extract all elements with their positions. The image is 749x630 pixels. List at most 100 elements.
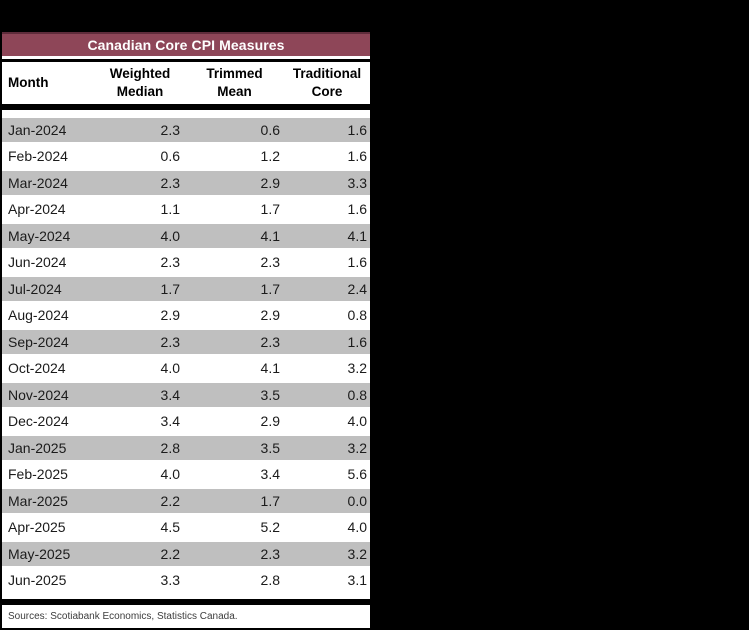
column-header-weighted-median: Weighted Median	[95, 62, 185, 104]
traditional-core-cell: 1.6	[347, 254, 367, 271]
weighted-median-cell: 1.7	[160, 280, 180, 297]
table-row: Apr-2025 4.5 5.2 4.0	[2, 515, 370, 542]
header-line: Traditional	[292, 66, 362, 81]
table-title: Canadian Core CPI Measures	[87, 37, 285, 53]
month-cell: Apr-2024	[8, 201, 66, 218]
weighted-median-cell: 4.5	[160, 519, 180, 536]
weighted-median-cell: 3.3	[160, 572, 180, 589]
traditional-core-cell: 1.6	[347, 121, 367, 138]
title-divider-rule	[2, 59, 370, 62]
trimmed-mean-cell: 3.5	[260, 386, 280, 403]
weighted-median-cell: 2.2	[160, 545, 180, 562]
footer-divider-rule	[2, 599, 370, 605]
month-cell: Oct-2024	[8, 360, 66, 377]
weighted-median-cell: 4.0	[160, 227, 180, 244]
month-cell: Jun-2024	[8, 254, 67, 271]
month-cell: Feb-2024	[8, 148, 68, 165]
table-header: Month Weighted Median Trimmed Mean Tradi…	[2, 62, 370, 104]
header-line: Weighted	[109, 66, 171, 81]
month-cell: Jan-2025	[8, 439, 67, 456]
table-row: May-2025 2.2 2.3 3.2	[2, 542, 370, 569]
weighted-median-cell: 3.4	[160, 413, 180, 430]
header-line: Core	[311, 84, 343, 99]
trimmed-mean-cell: 2.3	[260, 545, 280, 562]
traditional-core-cell: 0.8	[347, 307, 367, 324]
traditional-core-cell: 3.2	[347, 360, 367, 377]
table-row: Jan-2024 2.3 0.6 1.6	[2, 118, 370, 145]
table-title-bar: Canadian Core CPI Measures	[2, 32, 370, 56]
trimmed-mean-cell: 1.7	[260, 492, 280, 509]
header-divider-rule	[2, 104, 370, 110]
weighted-median-cell: 2.8	[160, 439, 180, 456]
weighted-median-cell: 4.0	[160, 360, 180, 377]
weighted-median-cell: 1.1	[160, 201, 180, 218]
table-footer: Sources: Scotiabank Economics, Statistic…	[2, 605, 370, 628]
column-header-traditional-core: Traditional Core	[284, 62, 370, 104]
table-rows: Jan-2024 2.3 0.6 1.6 Feb-2024 0.6 1.2 1.6 Mar-20…	[2, 118, 370, 595]
month-cell: Jul-2024	[8, 280, 62, 297]
table-row: Oct-2024 4.0 4.1 3.2	[2, 356, 370, 383]
month-cell: Dec-2024	[8, 413, 69, 430]
trimmed-mean-cell: 1.7	[260, 201, 280, 218]
header-line: Month	[8, 75, 49, 90]
header-spacer	[2, 110, 370, 118]
month-cell: Aug-2024	[8, 307, 69, 324]
trimmed-mean-cell: 2.3	[260, 254, 280, 271]
table-row: Mar-2024 2.3 2.9 3.3	[2, 171, 370, 198]
weighted-median-cell: 3.4	[160, 386, 180, 403]
table-row: Mar-2025 2.2 1.7 0.0	[2, 489, 370, 516]
table-row: Dec-2024 3.4 2.9 4.0	[2, 409, 370, 436]
month-cell: May-2025	[8, 545, 71, 562]
month-cell: Mar-2024	[8, 174, 68, 191]
trimmed-mean-cell: 2.8	[260, 572, 280, 589]
traditional-core-cell: 3.2	[347, 439, 367, 456]
table-row: May-2024 4.0 4.1 4.1	[2, 224, 370, 251]
traditional-core-cell: 0.0	[347, 492, 367, 509]
table-row: Aug-2024 2.9 2.9 0.8	[2, 303, 370, 330]
traditional-core-cell: 2.4	[347, 280, 367, 297]
trimmed-mean-cell: 2.9	[260, 413, 280, 430]
month-cell: Apr-2025	[8, 519, 66, 536]
traditional-core-cell: 3.3	[347, 174, 367, 191]
traditional-core-cell: 4.1	[347, 227, 367, 244]
weighted-median-cell: 0.6	[160, 148, 180, 165]
traditional-core-cell: 4.0	[347, 519, 367, 536]
column-header-trimmed-mean: Trimmed Mean	[185, 62, 284, 104]
trimmed-mean-cell: 1.2	[260, 148, 280, 165]
weighted-median-cell: 4.0	[160, 466, 180, 483]
trimmed-mean-cell: 1.7	[260, 280, 280, 297]
traditional-core-cell: 3.2	[347, 545, 367, 562]
table-row: Apr-2024 1.1 1.7 1.6	[2, 197, 370, 224]
table-row: Jan-2025 2.8 3.5 3.2	[2, 436, 370, 463]
table-row: Sep-2024 2.3 2.3 1.6	[2, 330, 370, 357]
sources-text: Sources: Scotiabank Economics, Statistic…	[8, 611, 238, 622]
weighted-median-cell: 2.3	[160, 333, 180, 350]
traditional-core-cell: 3.1	[347, 572, 367, 589]
trimmed-mean-cell: 5.2	[260, 519, 280, 536]
trimmed-mean-cell: 0.6	[260, 121, 280, 138]
trimmed-mean-cell: 4.1	[260, 227, 280, 244]
weighted-median-cell: 2.3	[160, 174, 180, 191]
trimmed-mean-cell: 3.5	[260, 439, 280, 456]
trimmed-mean-cell: 4.1	[260, 360, 280, 377]
weighted-median-cell: 2.2	[160, 492, 180, 509]
month-cell: Jan-2024	[8, 121, 67, 138]
traditional-core-cell: 0.8	[347, 386, 367, 403]
header-line: Median	[116, 84, 164, 99]
table-row: Jun-2024 2.3 2.3 1.6	[2, 250, 370, 277]
traditional-core-cell: 1.6	[347, 201, 367, 218]
weighted-median-cell: 2.3	[160, 121, 180, 138]
table-row: Jul-2024 1.7 1.7 2.4	[2, 277, 370, 304]
traditional-core-cell: 5.6	[347, 466, 367, 483]
cpi-table-card: Canadian Core CPI Measures Month Weighte…	[2, 32, 370, 628]
traditional-core-cell: 1.6	[347, 333, 367, 350]
month-cell: May-2024	[8, 227, 71, 244]
weighted-median-cell: 2.9	[160, 307, 180, 324]
table-row: Nov-2024 3.4 3.5 0.8	[2, 383, 370, 410]
column-header-month: Month	[2, 62, 95, 104]
header-line: Trimmed	[206, 66, 263, 81]
month-cell: Mar-2025	[8, 492, 68, 509]
table-row: Jun-2025 3.3 2.8 3.1	[2, 568, 370, 595]
trimmed-mean-cell: 2.3	[260, 333, 280, 350]
